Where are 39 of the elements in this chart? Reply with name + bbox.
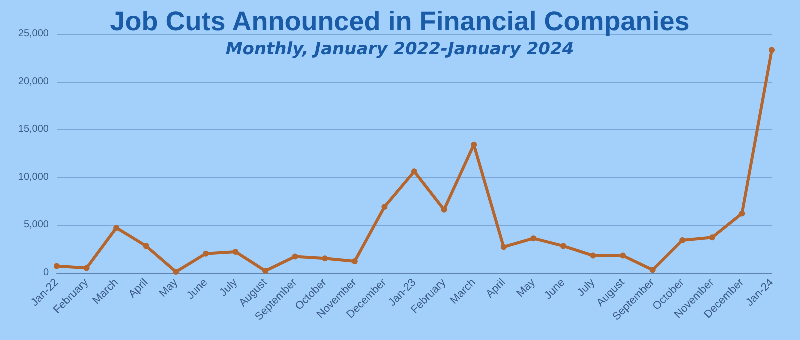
point — [322, 256, 328, 262]
point — [143, 243, 150, 250]
y-tick-label: 25,000 — [18, 28, 50, 40]
point — [650, 267, 656, 274]
point — [84, 265, 90, 272]
point — [620, 252, 626, 259]
point — [530, 236, 537, 242]
point — [202, 250, 209, 257]
y-tick-label: 0 — [43, 268, 50, 278]
point — [54, 263, 60, 270]
point — [173, 269, 180, 276]
point — [739, 210, 746, 217]
point — [769, 47, 775, 54]
point — [292, 254, 298, 260]
point — [560, 243, 566, 250]
y-tick-label: 15,000 — [18, 124, 50, 136]
x-tick-label: July — [218, 276, 240, 300]
point — [232, 248, 239, 255]
point — [114, 225, 120, 232]
chart-subtitle: Monthly, January 2022-January 2024 — [226, 40, 574, 60]
point — [590, 252, 596, 259]
chart-title: Job Cuts Announced in Financial Companies — [110, 6, 690, 36]
x-tick-label: May — [514, 276, 538, 300]
x-tick-label: June — [184, 276, 210, 302]
point — [500, 244, 507, 250]
point — [412, 168, 418, 175]
point — [441, 206, 448, 213]
point — [680, 237, 686, 244]
x-tick-label: May — [157, 276, 181, 300]
point — [709, 234, 716, 241]
y-tick-label: 10,000 — [18, 172, 50, 183]
x-tick-label: June — [542, 276, 568, 302]
point — [471, 142, 478, 148]
point — [352, 258, 358, 265]
x-tick-label: July — [575, 276, 598, 300]
y-tick-label: 20,000 — [18, 76, 50, 88]
point — [262, 268, 269, 274]
y-tick-label: 5,000 — [24, 220, 50, 231]
point — [382, 204, 388, 210]
